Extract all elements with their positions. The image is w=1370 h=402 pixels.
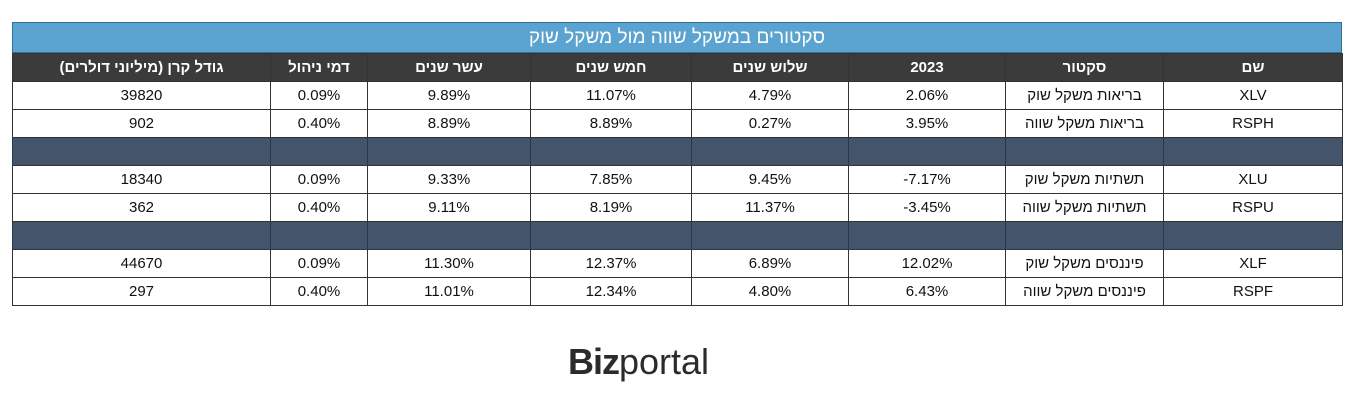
table-cell: פיננסים משקל שוק <box>1005 249 1164 278</box>
separator-cell <box>367 221 531 250</box>
bizportal-logo: Biz portal <box>568 341 710 382</box>
separator-cell <box>1163 137 1343 166</box>
separator-cell <box>691 221 849 250</box>
table-title: סקטורים במשקל שווה מול משקל שוק <box>12 22 1342 53</box>
table-cell: 0.40% <box>270 193 368 222</box>
column-header: 2023 <box>848 53 1006 82</box>
separator-cell <box>848 137 1006 166</box>
table-cell: 8.19% <box>530 193 692 222</box>
table-cell: 3.95% <box>848 109 1006 138</box>
separator-cell <box>12 221 271 250</box>
table-cell: 11.07% <box>530 81 692 110</box>
table-row: XLF פיננסים משקל שוק 12.02% 6.89% 12.37% 11.3… <box>12 249 1343 278</box>
sector-comparison-table: סקטורים במשקל שווה מול משקל שוק שם סקטור 2… <box>12 22 1343 306</box>
table-cell: 4.79% <box>691 81 849 110</box>
table-cell: 9.33% <box>367 165 531 194</box>
table-cell: 12.34% <box>530 277 692 306</box>
column-header: סקטור <box>1005 53 1164 82</box>
table-cell: 12.37% <box>530 249 692 278</box>
data-table: שם סקטור 2023 שלוש שנים חמש שנים עשר שנים דמי … <box>12 53 1343 306</box>
table-cell: RSPH <box>1163 109 1343 138</box>
separator-cell <box>1005 221 1164 250</box>
separator-cell <box>270 137 368 166</box>
separator-row <box>12 137 1343 166</box>
table-row: RSPU תשתיות משקל שווה -3.45% 11.37% 8.19% 9.1… <box>12 193 1343 222</box>
table-cell: 44670 <box>12 249 271 278</box>
table-row: RSPH בריאות משקל שווה 3.95% 0.27% 8.89% 8.89%… <box>12 109 1343 138</box>
column-header: גודל קרן (מיליוני דולרים) <box>12 53 271 82</box>
logo-biz: Biz <box>568 341 620 382</box>
separator-row <box>12 221 1343 250</box>
table-cell: 0.27% <box>691 109 849 138</box>
separator-cell <box>1163 221 1343 250</box>
table-cell: 12.02% <box>848 249 1006 278</box>
table-cell: תשתיות משקל שוק <box>1005 165 1164 194</box>
table-cell: 7.85% <box>530 165 692 194</box>
table-cell: בריאות משקל שווה <box>1005 109 1164 138</box>
table-cell: 8.89% <box>530 109 692 138</box>
table-cell: 9.45% <box>691 165 849 194</box>
table-cell: 8.89% <box>367 109 531 138</box>
table-cell: -3.45% <box>848 193 1006 222</box>
column-header: עשר שנים <box>367 53 531 82</box>
table-cell: 11.01% <box>367 277 531 306</box>
separator-cell <box>848 221 1006 250</box>
table-cell: 902 <box>12 109 271 138</box>
table-cell: 11.37% <box>691 193 849 222</box>
table-cell: 6.43% <box>848 277 1006 306</box>
table-cell: 9.89% <box>367 81 531 110</box>
table-cell: RSPU <box>1163 193 1343 222</box>
table-cell: בריאות משקל שוק <box>1005 81 1164 110</box>
table-row: RSPF פיננסים משקל שווה 6.43% 4.80% 12.34% 11.… <box>12 277 1343 306</box>
logo-portal: portal <box>619 341 710 382</box>
table-cell: 297 <box>12 277 271 306</box>
table-cell: RSPF <box>1163 277 1343 306</box>
separator-cell <box>12 137 271 166</box>
table-cell: 11.30% <box>367 249 531 278</box>
table-cell: XLV <box>1163 81 1343 110</box>
table-cell: 6.89% <box>691 249 849 278</box>
table-cell: תשתיות משקל שווה <box>1005 193 1164 222</box>
separator-cell <box>270 221 368 250</box>
table-cell: 39820 <box>12 81 271 110</box>
table-cell: XLF <box>1163 249 1343 278</box>
separator-cell <box>1005 137 1164 166</box>
column-header: חמש שנים <box>530 53 692 82</box>
table-cell: 18340 <box>12 165 271 194</box>
table-cell: 0.09% <box>270 81 368 110</box>
table-body: XLV בריאות משקל שוק 2.06% 4.79% 11.07% 9.89% 0… <box>12 81 1343 306</box>
header-row: שם סקטור 2023 שלוש שנים חמש שנים עשר שנים דמי … <box>12 53 1343 82</box>
column-header: דמי ניהול <box>270 53 368 82</box>
table-cell: 362 <box>12 193 271 222</box>
table-cell: 9.11% <box>367 193 531 222</box>
column-header: שם <box>1163 53 1343 82</box>
table-row: XLU תשתיות משקל שוק -7.17% 9.45% 7.85% 9.33% 0… <box>12 165 1343 194</box>
table-cell: 0.09% <box>270 249 368 278</box>
separator-cell <box>367 137 531 166</box>
table-cell: 2.06% <box>848 81 1006 110</box>
column-header: שלוש שנים <box>691 53 849 82</box>
table-cell: XLU <box>1163 165 1343 194</box>
table-row: XLV בריאות משקל שוק 2.06% 4.79% 11.07% 9.89% 0… <box>12 81 1343 110</box>
separator-cell <box>530 221 692 250</box>
table-cell: 0.09% <box>270 165 368 194</box>
table-cell: -7.17% <box>848 165 1006 194</box>
table-cell: 0.40% <box>270 109 368 138</box>
separator-cell <box>691 137 849 166</box>
table-cell: פיננסים משקל שווה <box>1005 277 1164 306</box>
separator-cell <box>530 137 692 166</box>
table-cell: 0.40% <box>270 277 368 306</box>
table-cell: 4.80% <box>691 277 849 306</box>
